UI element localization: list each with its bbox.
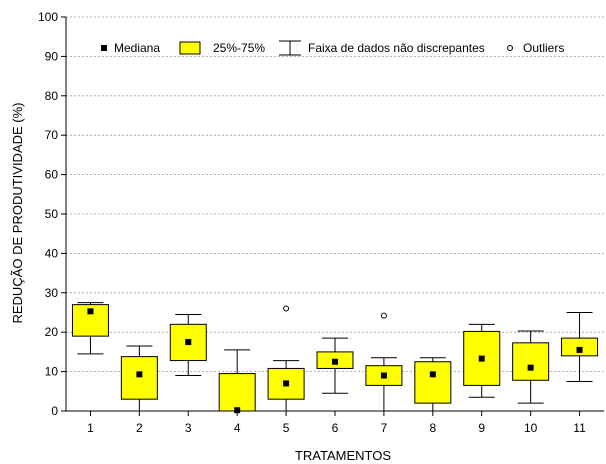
legend-item-box: 25%-75% — [179, 41, 265, 55]
y-tick-label: 10 — [45, 365, 59, 379]
x-tick-label: 8 — [429, 421, 436, 435]
x-tick-label: 4 — [234, 421, 241, 435]
x-tick-label: 10 — [524, 421, 538, 435]
box-group — [316, 337, 354, 394]
y-tick-label: 80 — [45, 89, 59, 103]
median-marker — [332, 358, 338, 365]
box-series — [71, 302, 599, 414]
y-tick-label: 50 — [45, 207, 59, 221]
legend-box-symbol — [179, 41, 201, 55]
y-axis-title: REDUÇÃO DE PRODUTIVIDADE (%) — [10, 102, 25, 323]
iqr-box — [414, 361, 452, 404]
box-group — [120, 345, 158, 412]
y-tick-label: 70 — [45, 128, 59, 142]
x-axis-title: TRATAMENTOS — [295, 448, 391, 463]
y-tick-label: 30 — [45, 286, 59, 300]
x-tick-label: 11 — [573, 421, 586, 435]
x-tick-label: 2 — [136, 421, 143, 435]
y-tick-label: 100 — [38, 10, 58, 24]
axes: 0 10 20 30 40 50 60 70 80 90 100 1 2 3 4 5 6 7 8 9 10 11 — [38, 10, 604, 435]
legend-item-median: Mediana — [101, 41, 160, 55]
box-group — [365, 312, 403, 412]
box-group — [414, 357, 452, 412]
box-group — [218, 349, 256, 414]
box-group — [71, 302, 109, 355]
legend-item-whisker: Faixa de dados não discrepantes — [279, 40, 485, 56]
median-marker — [429, 371, 436, 378]
median-marker — [87, 308, 94, 315]
box-group — [512, 330, 550, 404]
median-marker — [527, 364, 534, 371]
legend-item-outlier: Outliers — [507, 41, 564, 55]
median-marker — [478, 355, 485, 362]
legend-label: 25%-75% — [213, 41, 265, 55]
x-tick-label: 3 — [185, 421, 192, 435]
y-tick-label: 90 — [45, 49, 59, 63]
x-tick-label: 7 — [381, 421, 388, 435]
y-tick-label: 60 — [45, 168, 59, 182]
iqr-box — [463, 330, 501, 386]
median-marker — [576, 346, 583, 353]
box-group — [561, 312, 599, 382]
x-tick-label: 1 — [87, 421, 94, 435]
iqr-box — [218, 373, 256, 412]
outlier-point — [283, 305, 290, 312]
legend: Mediana 25%-75% Faixa de dados não discrep… — [101, 40, 564, 56]
y-tick-label: 40 — [45, 246, 59, 260]
legend-label: Faixa de dados não discrepantes — [308, 41, 485, 55]
median-marker — [283, 380, 290, 387]
x-tick-label: 5 — [283, 421, 290, 435]
iqr-box — [512, 342, 550, 381]
iqr-box — [120, 356, 158, 400]
median-marker — [234, 407, 241, 414]
legend-label: Outliers — [523, 41, 564, 55]
y-tick-label: 0 — [51, 404, 58, 418]
median-marker — [136, 371, 143, 378]
box-group — [267, 305, 305, 412]
legend-outlier-symbol — [507, 45, 513, 51]
x-tick-label: 9 — [478, 421, 485, 435]
legend-label: Mediana — [114, 41, 160, 55]
iqr-box — [169, 323, 207, 362]
y-tick-label: 20 — [45, 325, 59, 339]
x-tick-label: 6 — [332, 421, 339, 435]
box-group — [463, 323, 501, 398]
iqr-box — [71, 304, 109, 337]
grid-lines — [66, 16, 604, 373]
outlier-point — [380, 312, 387, 319]
box-group — [169, 313, 207, 377]
median-marker — [185, 339, 192, 346]
legend-median-symbol — [101, 45, 107, 51]
median-marker — [380, 372, 387, 379]
